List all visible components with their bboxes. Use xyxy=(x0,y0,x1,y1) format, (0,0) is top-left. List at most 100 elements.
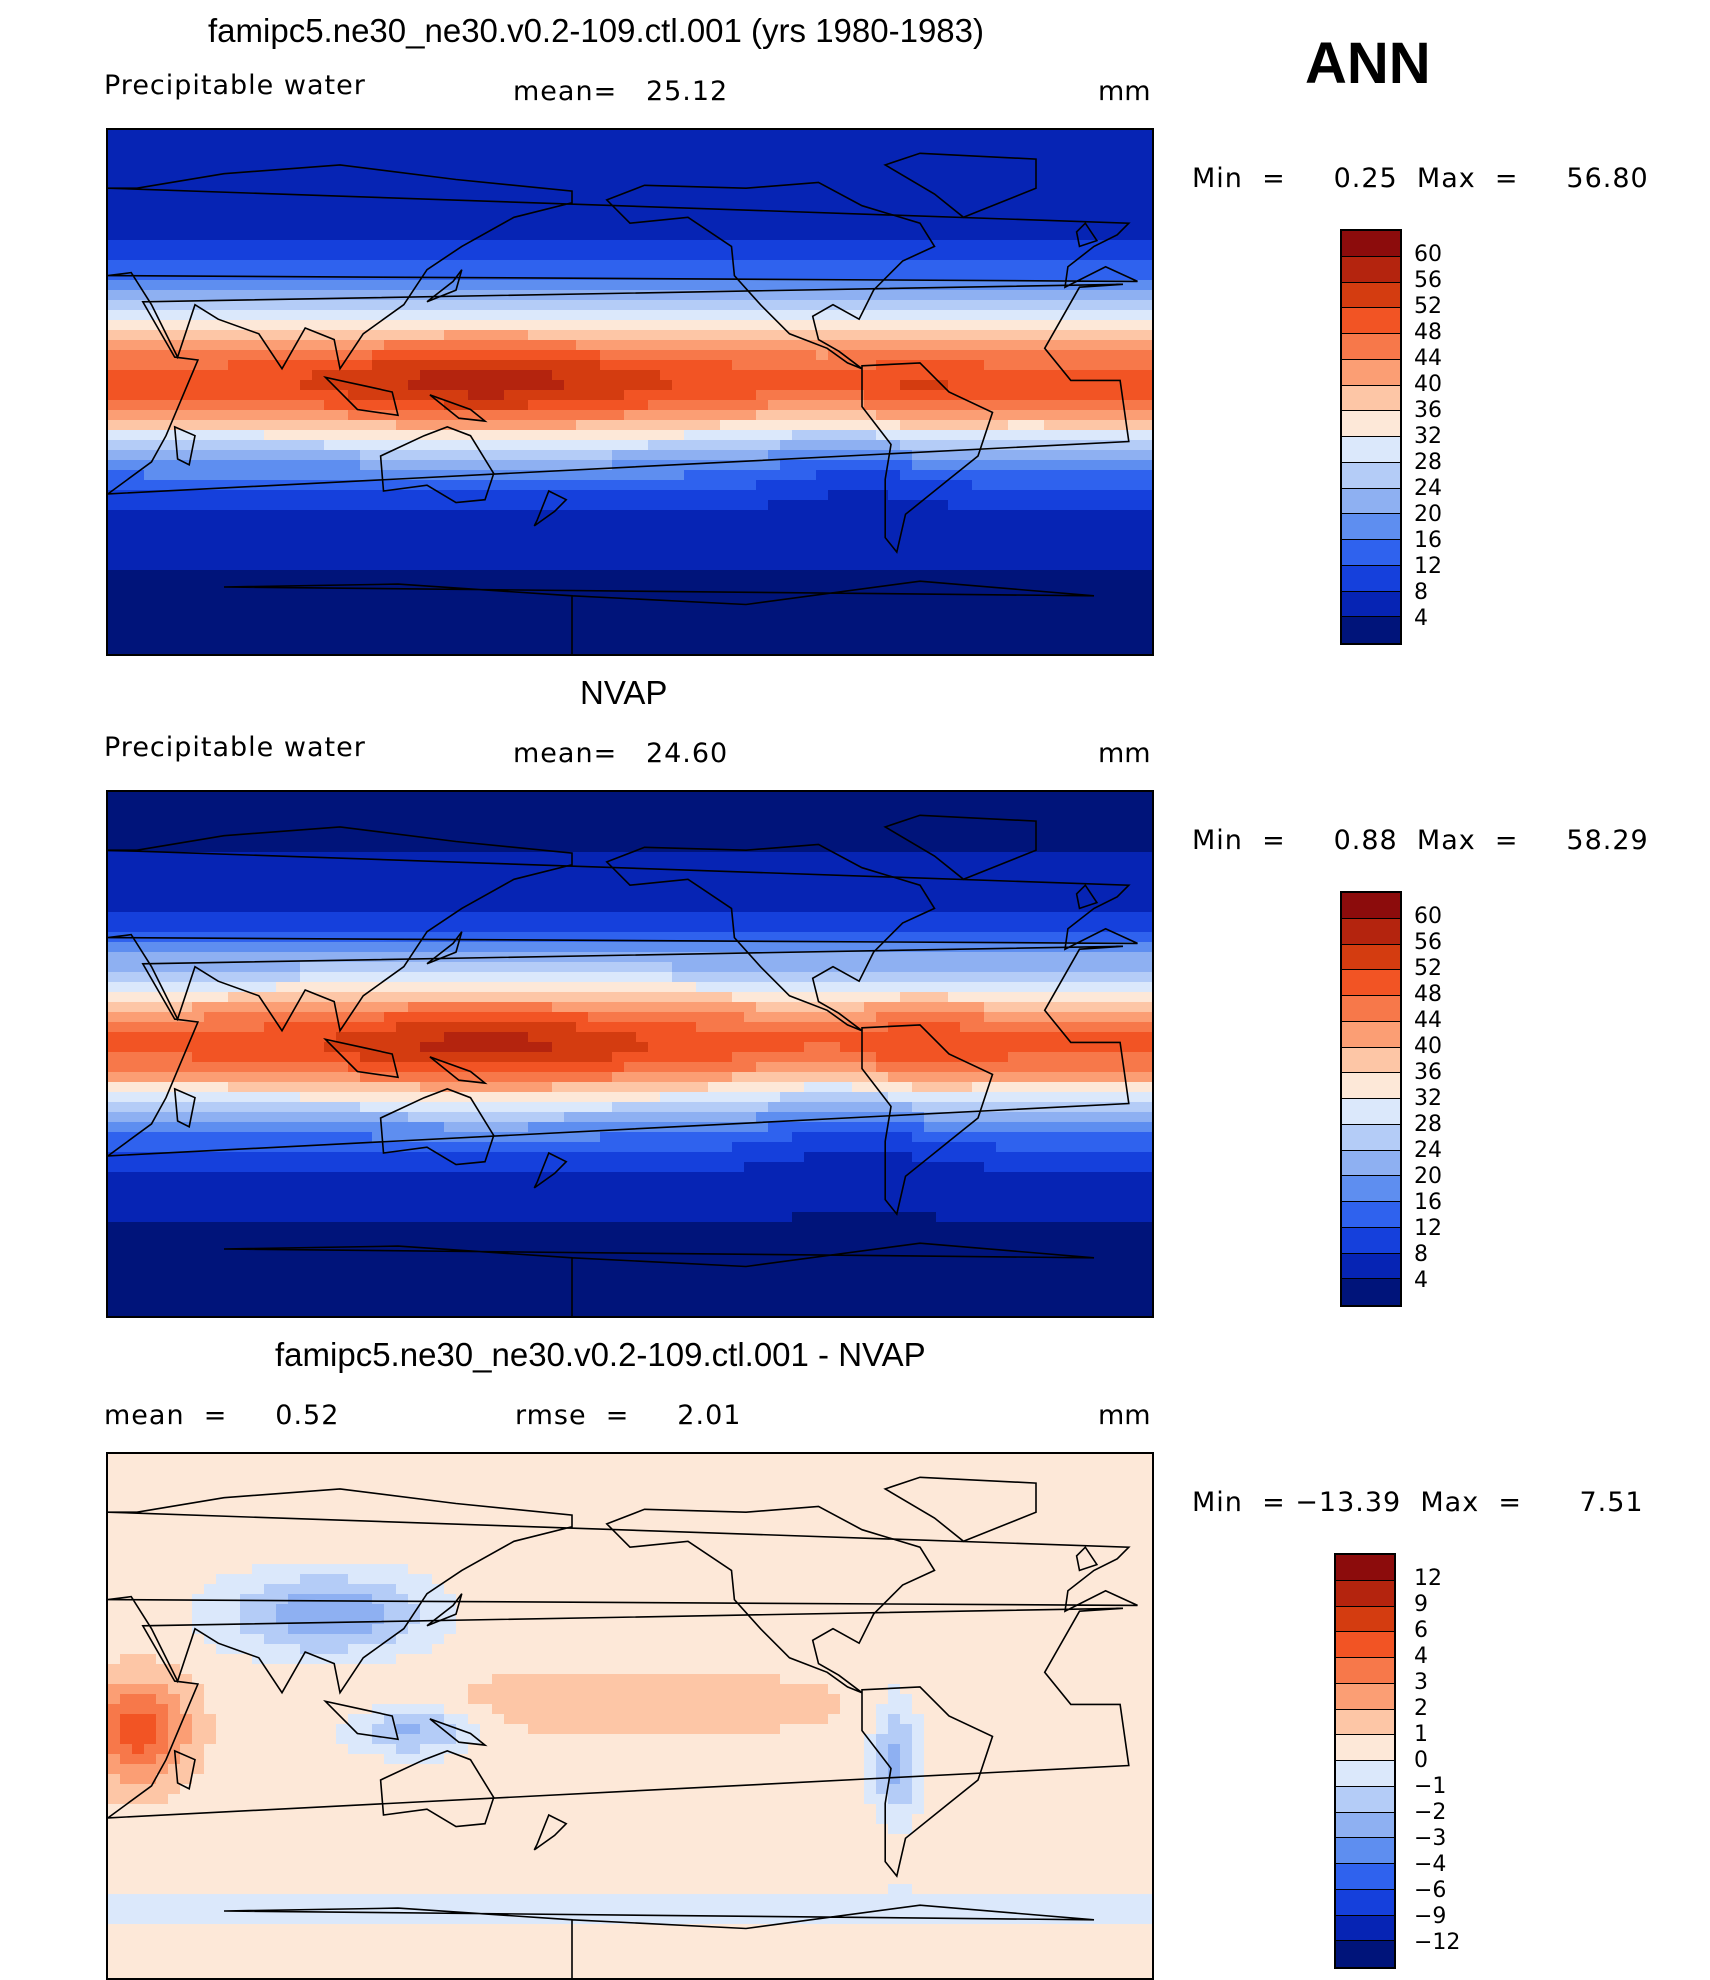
colorbar-swatch xyxy=(1342,514,1400,540)
colorbar-tick-label: −9 xyxy=(1414,1904,1446,1929)
colorbar-swatch xyxy=(1336,1813,1394,1839)
colorbar-swatch xyxy=(1336,1684,1394,1710)
colorbar-tick-label: 2 xyxy=(1414,1696,1428,1721)
colorbar-swatch xyxy=(1342,1073,1400,1099)
colorbar-tick-label: 44 xyxy=(1414,346,1442,371)
colorbar-tick-label: 24 xyxy=(1414,476,1442,501)
colorbar-swatch xyxy=(1342,1125,1400,1151)
colorbar-tick-label: 32 xyxy=(1414,1086,1442,1111)
colorbar-tick-label: −2 xyxy=(1414,1800,1446,1825)
colorbar-tick-label: 44 xyxy=(1414,1008,1442,1033)
colorbar-tick-label: 4 xyxy=(1414,1644,1428,1669)
panel3-rmse-label: rmse = 2.01 xyxy=(515,1400,741,1431)
colorbar-swatch xyxy=(1342,970,1400,996)
panel3-minmax: Min = −13.39 Max = 7.51 xyxy=(1192,1487,1644,1518)
panel2-minmax: Min = 0.88 Max = 58.29 xyxy=(1192,825,1649,856)
colorbar-tick-label: −6 xyxy=(1414,1878,1446,1903)
map-field xyxy=(108,792,1152,1316)
colorbar-tick-label: 12 xyxy=(1414,554,1442,579)
colorbar-swatch xyxy=(1342,283,1400,309)
colorbar-tick-label: 24 xyxy=(1414,1138,1442,1163)
panel1-colorbar xyxy=(1340,229,1402,645)
colorbar-tick-label: 12 xyxy=(1414,1566,1442,1591)
colorbar-tick-label: 16 xyxy=(1414,1190,1442,1215)
colorbar-tick-label: 52 xyxy=(1414,294,1442,319)
colorbar-tick-label: −4 xyxy=(1414,1852,1446,1877)
panel2-colorbar xyxy=(1340,891,1402,1307)
colorbar-swatch xyxy=(1342,1176,1400,1202)
colorbar-swatch xyxy=(1336,1864,1394,1890)
colorbar-swatch xyxy=(1336,1710,1394,1736)
colorbar-tick-label: 40 xyxy=(1414,1034,1442,1059)
panel3-map xyxy=(106,1452,1154,1980)
colorbar-tick-label: 56 xyxy=(1414,930,1442,955)
colorbar-swatch xyxy=(1342,360,1400,386)
panel2-left-label: Precipitable water xyxy=(104,732,366,763)
colorbar-swatch xyxy=(1342,437,1400,463)
colorbar-tick-label: 16 xyxy=(1414,528,1442,553)
colorbar-swatch xyxy=(1342,1048,1400,1074)
colorbar-swatch xyxy=(1336,1581,1394,1607)
colorbar-tick-label: 60 xyxy=(1414,904,1442,929)
panel3-mean-label: mean = 0.52 xyxy=(104,1400,339,1431)
colorbar-swatch xyxy=(1342,489,1400,515)
colorbar-swatch xyxy=(1342,1022,1400,1048)
colorbar-tick-label: 32 xyxy=(1414,424,1442,449)
colorbar-swatch xyxy=(1336,1838,1394,1864)
colorbar-swatch xyxy=(1342,1228,1400,1254)
colorbar-tick-label: 48 xyxy=(1414,982,1442,1007)
panel2-title: NVAP xyxy=(580,674,667,712)
colorbar-swatch xyxy=(1342,334,1400,360)
panel3-units: mm xyxy=(1098,1400,1151,1431)
colorbar-tick-label: 4 xyxy=(1414,606,1428,631)
colorbar-swatch xyxy=(1342,1254,1400,1280)
colorbar-swatch xyxy=(1336,1658,1394,1684)
colorbar-tick-label: 28 xyxy=(1414,1112,1442,1137)
colorbar-swatch xyxy=(1342,592,1400,618)
panel2-units: mm xyxy=(1098,738,1151,769)
colorbar-swatch xyxy=(1342,945,1400,971)
colorbar-swatch xyxy=(1336,1607,1394,1633)
colorbar-swatch xyxy=(1342,617,1400,643)
colorbar-swatch xyxy=(1342,893,1400,919)
colorbar-swatch xyxy=(1342,257,1400,283)
colorbar-swatch xyxy=(1342,1279,1400,1305)
panel3-title: famipc5.ne30_ne30.v0.2-109.ctl.001 - NVA… xyxy=(275,1336,926,1374)
colorbar-tick-label: 9 xyxy=(1414,1592,1428,1617)
colorbar-tick-label: 1 xyxy=(1414,1722,1428,1747)
colorbar-tick-label: 20 xyxy=(1414,502,1442,527)
panel1-title: famipc5.ne30_ne30.v0.2-109.ctl.001 (yrs … xyxy=(208,12,984,50)
colorbar-swatch xyxy=(1342,1202,1400,1228)
colorbar-swatch xyxy=(1342,411,1400,437)
colorbar-swatch xyxy=(1342,386,1400,412)
colorbar-tick-label: 56 xyxy=(1414,268,1442,293)
colorbar-swatch xyxy=(1342,1151,1400,1177)
colorbar-tick-label: 8 xyxy=(1414,580,1428,605)
colorbar-tick-label: 60 xyxy=(1414,242,1442,267)
colorbar-swatch xyxy=(1342,566,1400,592)
colorbar-swatch xyxy=(1336,1761,1394,1787)
colorbar-swatch xyxy=(1336,1555,1394,1581)
colorbar-tick-label: 40 xyxy=(1414,372,1442,397)
colorbar-swatch xyxy=(1342,919,1400,945)
panel1-map xyxy=(106,128,1154,656)
colorbar-swatch xyxy=(1342,996,1400,1022)
colorbar-swatch xyxy=(1342,231,1400,257)
colorbar-tick-label: 8 xyxy=(1414,1242,1428,1267)
colorbar-swatch xyxy=(1336,1632,1394,1658)
colorbar-tick-label: 28 xyxy=(1414,450,1442,475)
map-field xyxy=(108,1454,1152,1978)
colorbar-swatch xyxy=(1336,1787,1394,1813)
colorbar-swatch xyxy=(1336,1941,1394,1967)
colorbar-swatch xyxy=(1342,540,1400,566)
panel1-units: mm xyxy=(1098,76,1151,107)
panel1-minmax: Min = 0.25 Max = 56.80 xyxy=(1192,163,1649,194)
colorbar-swatch xyxy=(1336,1735,1394,1761)
colorbar-tick-label: 36 xyxy=(1414,398,1442,423)
colorbar-tick-label: 3 xyxy=(1414,1670,1428,1695)
colorbar-tick-label: −1 xyxy=(1414,1774,1446,1799)
colorbar-tick-label: 12 xyxy=(1414,1216,1442,1241)
panel1-mean-label: mean= 25.12 xyxy=(513,76,728,107)
panel1-left-label: Precipitable water xyxy=(104,70,366,101)
panel2-map xyxy=(106,790,1154,1318)
